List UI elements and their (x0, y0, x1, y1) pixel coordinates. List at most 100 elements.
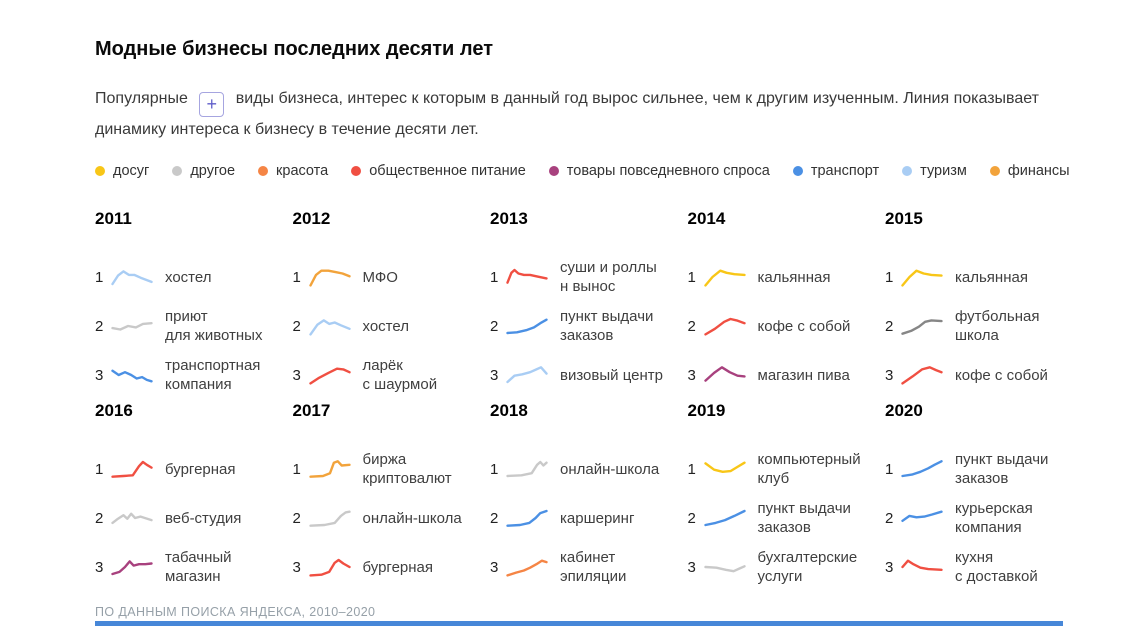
business-name: кальянная (757, 268, 831, 286)
legend-label: финансы (1007, 162, 1070, 179)
legend-label: транспорт (810, 162, 880, 179)
legend-item-obshchepit: общественное питание (351, 163, 526, 179)
category-dot-icon (351, 165, 362, 176)
rank-number: 3 (95, 558, 104, 576)
ranked-business: 3 визовый центр (490, 351, 688, 400)
rank-number: 2 (885, 509, 894, 527)
ranked-business: 3 магазин пива (688, 351, 886, 400)
business-name: онлайн-школа (560, 460, 660, 478)
business-name: курьерская компания (955, 500, 1033, 536)
business-name: кальянная (955, 268, 1028, 286)
trend-sparkline (111, 369, 153, 383)
rank-number: 2 (687, 509, 696, 527)
legend-item-turizm: туризм (902, 163, 967, 179)
rank-number: 2 (687, 317, 696, 335)
trend-sparkline (901, 319, 943, 335)
ranked-business: 1 хостел (95, 253, 293, 302)
legend-item-finansy: финансы (989, 162, 1070, 179)
trend-sparkline (703, 565, 746, 573)
year-heading: 2019 (687, 400, 726, 420)
business-name: приют для животных (165, 308, 263, 344)
rank-number: 2 (292, 317, 301, 335)
trend-sparkline (703, 317, 746, 336)
category-dot-icon (902, 165, 913, 176)
legend-label: красота (276, 162, 329, 179)
legend-item-tovary: товары повседневного спроса (548, 162, 770, 179)
business-name: пункт выдачи заказов (560, 308, 654, 344)
business-name: кофе с собой (757, 317, 851, 335)
trend-sparkline (308, 319, 351, 336)
business-name: ларёк с шаурмой (362, 357, 438, 393)
year-column-2020: 2020 1 пункт выдачи заказов 2 курьерская к… (885, 400, 1083, 592)
ranked-business: 2 веб-студия (95, 494, 293, 543)
ranked-business: 1 кальянная (885, 253, 1083, 302)
legend-item-krasota: красота (258, 163, 328, 179)
trend-sparkline (506, 318, 548, 335)
rank-number: 3 (292, 558, 301, 576)
legend-label: товары повседневного спроса (566, 162, 770, 179)
year-column-2017: 2017 1 биржа криптовалют 2 онлайн-школа 3 б… (293, 400, 491, 592)
rank-number: 2 (885, 317, 894, 335)
rank-number: 3 (490, 366, 499, 384)
rank-number: 1 (490, 460, 499, 478)
page-title: Модные бизнесы последних десяти лет (95, 38, 493, 60)
rank-number: 1 (292, 460, 301, 478)
rank-number: 3 (885, 366, 894, 384)
legend-label: досуг (113, 162, 150, 179)
trend-sparkline (111, 270, 153, 286)
trend-sparkline (111, 512, 153, 525)
trend-sparkline (703, 366, 746, 382)
year-column-2018: 2018 1 онлайн-школа 2 каршеринг 3 кабинет э… (490, 400, 688, 592)
rank-number: 3 (292, 366, 301, 384)
legend-label: общественное питание (369, 162, 526, 179)
rank-number: 2 (95, 317, 104, 335)
ranked-business: 3 транспортная компания (95, 351, 293, 400)
ranked-business: 2 кофе с собой (688, 302, 886, 351)
trend-sparkline (901, 366, 943, 385)
trend-sparkline (506, 559, 548, 577)
rank-number: 3 (687, 366, 696, 384)
trend-sparkline (703, 269, 746, 287)
business-name: транспортная компания (165, 357, 261, 393)
trend-sparkline (308, 510, 351, 527)
category-dot-icon (172, 165, 183, 176)
business-name: биржа криптовалют (362, 451, 452, 487)
rank-number: 1 (292, 268, 301, 286)
business-name: бургерная (165, 460, 236, 478)
ranked-business: 3 бухгалтерские услуги (688, 543, 886, 592)
expand-button[interactable]: + (199, 91, 225, 117)
business-name: каршеринг (560, 509, 635, 527)
trend-sparkline (308, 558, 351, 577)
rank-number: 1 (687, 268, 696, 286)
trend-sparkline (308, 460, 351, 478)
year-heading: 2013 (490, 208, 528, 228)
business-name: пункт выдачи заказов (955, 451, 1049, 487)
rank-number: 1 (95, 460, 104, 478)
year-column-2019: 2019 1 компьютерный клуб 2 пункт выдачи за… (688, 400, 886, 592)
rank-number: 2 (95, 509, 104, 527)
ranked-business: 3 табачный магазин (95, 543, 293, 592)
ranked-business: 1 онлайн-школа (490, 445, 688, 494)
rank-number: 3 (95, 366, 104, 384)
ranked-business: 3 кухня с доставкой (885, 543, 1083, 592)
trend-sparkline (111, 321, 153, 331)
business-name: магазин пива (757, 366, 850, 384)
business-name: хостел (165, 268, 212, 286)
business-name: онлайн-школа (362, 509, 462, 527)
ranked-business: 2 онлайн-школа (293, 494, 491, 543)
legend-item-drugoe: другое (172, 163, 235, 179)
business-name: веб-студия (165, 509, 242, 527)
trend-sparkline (901, 559, 943, 572)
category-dot-icon (989, 165, 1000, 176)
category-dot-icon (95, 165, 105, 176)
year-column-2014: 2014 1 кальянная 2 кофе с собой 3 магазин п… (688, 208, 886, 400)
business-name: кабинет эпиляции (560, 549, 627, 585)
rank-number: 1 (885, 268, 894, 286)
trend-sparkline (111, 560, 153, 576)
year-heading: 2016 (95, 400, 133, 420)
ranked-business: 1 кальянная (688, 253, 886, 302)
ranked-business: 2 каршеринг (490, 494, 688, 543)
description: Популярные + виды бизнеса, интерес к кот… (95, 86, 1071, 142)
description-text-after: виды бизнеса, интерес к которым в данный… (95, 90, 1039, 138)
